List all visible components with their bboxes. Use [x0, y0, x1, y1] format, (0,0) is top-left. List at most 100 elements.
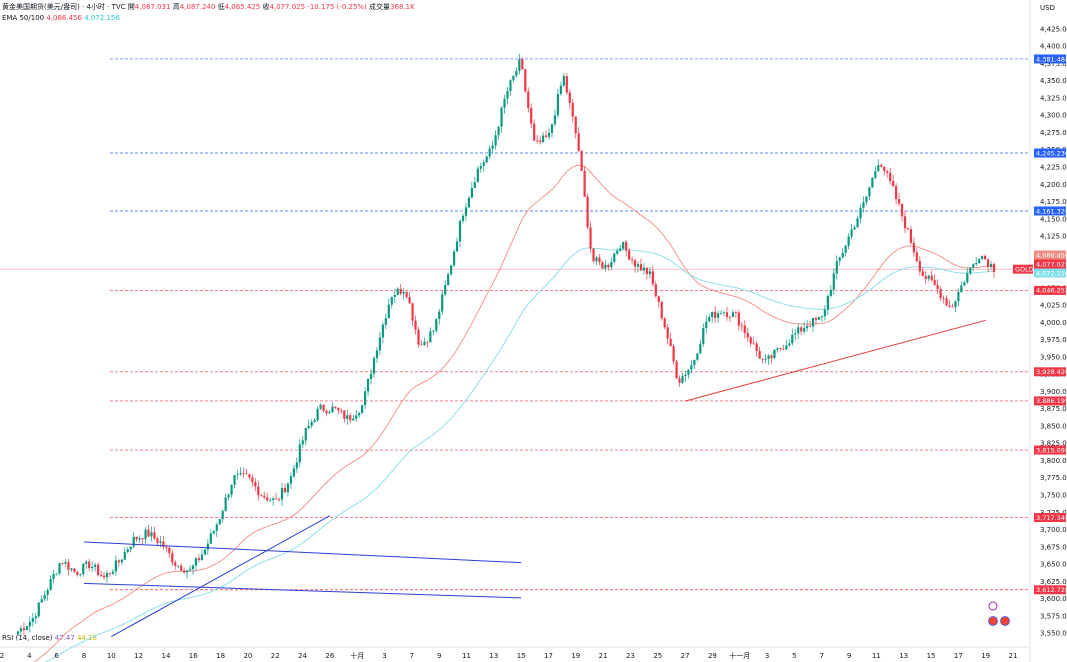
- candle-body: [512, 75, 515, 81]
- price-level-tag-text: 3,717.348: [1036, 514, 1067, 522]
- candle-body: [835, 261, 838, 274]
- candle-body: [939, 288, 942, 298]
- candle-body: [909, 229, 913, 243]
- candle-body: [547, 132, 551, 137]
- x-tick-label: 4: [27, 652, 32, 660]
- candle-body: [405, 291, 408, 298]
- y-tick-label: 3,850.000: [1040, 422, 1067, 430]
- current-value-tag: [1034, 250, 1066, 260]
- y-tick-label: 3,725.000: [1040, 509, 1067, 517]
- candle-body: [105, 573, 109, 578]
- candle-body: [838, 257, 841, 262]
- candle-body: [883, 166, 886, 172]
- candle-body: [719, 313, 723, 314]
- current-value-tag-text: 4,077.025: [1036, 260, 1067, 268]
- candle-body: [779, 348, 782, 350]
- ema50-line[interactable]: [18, 164, 995, 662]
- us-flag-icon[interactable]: [988, 616, 998, 626]
- x-tick-label: 3: [765, 652, 769, 660]
- candle-body: [806, 326, 809, 329]
- candle-body: [749, 337, 752, 344]
- red-support-trendline[interactable]: [684, 319, 986, 402]
- y-tick-label: 3,750.000: [1040, 491, 1067, 499]
- candle-body: [740, 325, 743, 327]
- candle-body: [645, 267, 649, 275]
- candle-body: [58, 563, 61, 574]
- candle-body: [527, 91, 530, 109]
- y-tick-label: 3,950.000: [1040, 353, 1067, 361]
- candle-body: [586, 196, 589, 228]
- event-icons[interactable]: [988, 601, 1010, 626]
- candle-body: [432, 330, 435, 332]
- y-tick-label: 3,625.000: [1040, 578, 1067, 586]
- candle-body: [533, 123, 536, 141]
- candle-body: [387, 304, 390, 319]
- candle-body: [301, 440, 304, 445]
- candle-body: [159, 541, 162, 543]
- symbol-tag: [1013, 264, 1033, 274]
- candle-body: [230, 484, 233, 495]
- candle-body: [369, 373, 373, 380]
- candle-body: [307, 425, 310, 429]
- candle-body: [272, 498, 275, 500]
- candle-body: [82, 563, 85, 575]
- candle-body: [509, 80, 512, 92]
- x-tick-label: 24: [298, 652, 307, 660]
- candle-body: [981, 256, 984, 259]
- candle-body: [607, 264, 610, 268]
- candle-body: [429, 331, 432, 343]
- candle-body: [880, 164, 883, 167]
- candle-body: [675, 361, 678, 379]
- candle-body: [274, 498, 278, 500]
- candle-body: [975, 263, 978, 265]
- candle-body: [239, 473, 242, 475]
- candle-body: [197, 558, 201, 561]
- candle-body: [135, 536, 138, 540]
- candle-body: [877, 164, 880, 172]
- candle-body: [699, 343, 702, 354]
- candle-body: [705, 321, 708, 329]
- candle-body: [886, 171, 889, 173]
- candle-body: [188, 569, 192, 571]
- candle-body: [571, 102, 574, 117]
- candle-body: [464, 207, 468, 216]
- legend-high-label: 高: [172, 3, 180, 11]
- us-flag-icon[interactable]: [1000, 616, 1010, 626]
- candle-body: [346, 415, 349, 419]
- candle-body: [636, 264, 640, 267]
- candle-body: [99, 575, 103, 576]
- candle-body: [924, 276, 927, 279]
- candle-body: [67, 562, 70, 570]
- candle-body: [951, 306, 954, 308]
- x-tick-label: 12: [134, 652, 143, 660]
- blue-support-trendline[interactable]: [111, 515, 331, 637]
- candle-body: [43, 594, 46, 600]
- candle-body: [630, 259, 634, 261]
- event-marker-icon[interactable]: [988, 601, 998, 611]
- x-tick-label: 17: [544, 652, 553, 660]
- x-tick-label: 19: [571, 652, 580, 660]
- candle-body: [384, 318, 387, 325]
- candle-body: [604, 264, 607, 269]
- candle-body: [129, 546, 132, 550]
- candle-body: [292, 468, 295, 477]
- ema100-line[interactable]: [18, 247, 994, 662]
- candle-body: [162, 541, 165, 547]
- blue-channel-upper-trendline[interactable]: [83, 541, 522, 564]
- candle-body: [73, 568, 76, 572]
- candle-body: [678, 378, 681, 383]
- x-tick-label: 十月: [350, 651, 364, 660]
- candle-body: [862, 202, 865, 208]
- rsi-label: RSI (14, close): [2, 634, 53, 642]
- candle-body: [889, 172, 892, 182]
- candle-body: [900, 203, 904, 217]
- price-level-tag: [1034, 513, 1066, 523]
- candle-body: [850, 229, 853, 237]
- blue-channel-lower-trendline[interactable]: [83, 582, 522, 599]
- legend-close-label: 收: [262, 3, 270, 11]
- y-tick-label: 4,025.000: [1040, 302, 1067, 310]
- candle-body: [165, 546, 168, 548]
- symbol-tag-text: GOLD: [1015, 265, 1034, 273]
- candle-body: [393, 294, 396, 298]
